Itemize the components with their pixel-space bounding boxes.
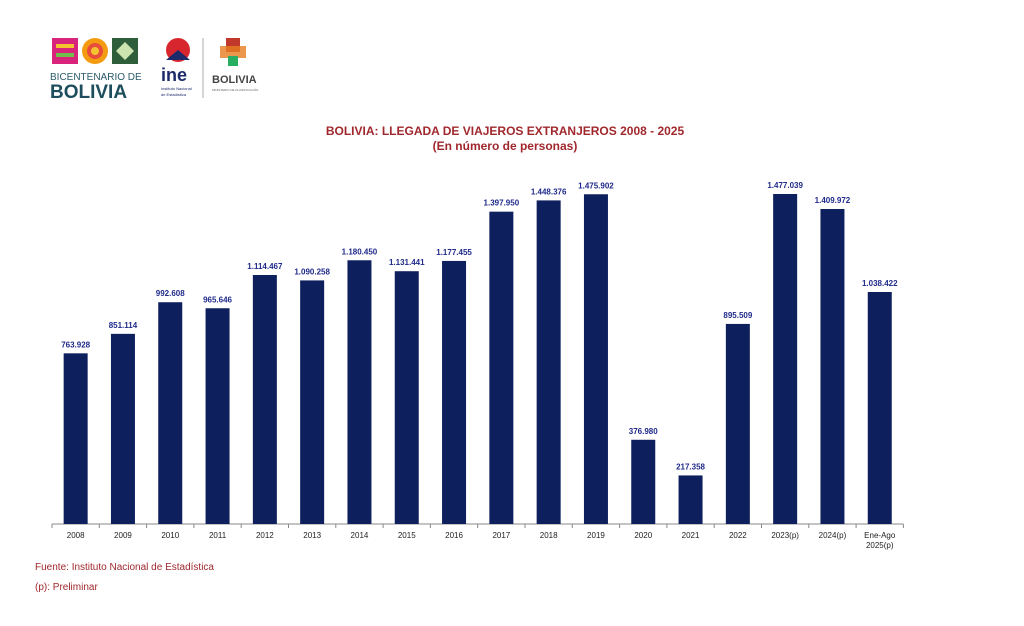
data-label: 1.114.467 [247,262,283,271]
x-tick-label: 2020 [634,531,652,540]
data-label: 1.180.450 [342,247,378,256]
bar [583,194,608,524]
x-tick-label: Ene-Ago [864,531,896,540]
bar [489,211,514,525]
svg-text:BOLIVIA: BOLIVIA [212,74,257,86]
logos: BICENTENARIO DE BOLIVIA ine Instituto Na… [50,38,258,102]
data-label: 851.114 [109,321,138,330]
x-tick-label: 2019 [587,531,605,540]
chart-title: BOLIVIA: LLEGADA DE VIAJEROS EXTRANJEROS… [325,124,685,138]
svg-text:ine: ine [161,65,187,85]
x-tick-label: 2010 [161,531,179,540]
x-tick-label: 2022 [729,531,747,540]
bicentenario-text-1: BICENTENARIO DE [50,72,142,83]
bar [300,280,325,524]
bar [536,200,561,525]
data-label: 1.409.972 [815,196,851,205]
x-tick-label: 2021 [682,531,700,540]
data-label: 1.397.950 [484,199,520,208]
bar [773,194,798,524]
bar [347,260,372,524]
x-tick-label: 2016 [445,531,463,540]
bar [442,260,467,524]
bicentenario-logo: BICENTENARIO DE BOLIVIA [50,38,142,102]
x-tick-label: 2015 [398,531,416,540]
x-tick-label: 2011 [209,531,227,540]
bar [678,475,703,524]
x-tick-label: 2014 [351,531,369,540]
chart-subtitle: (En número de personas) [432,139,578,153]
svg-text:Instituto Nacional: Instituto Nacional [161,86,192,91]
source-note: Fuente: Instituto Nacional de Estadístic… [35,562,214,573]
data-label: 1.477.039 [767,181,803,190]
svg-text:MINISTERIO DE PLANIFICACIÓN: MINISTERIO DE PLANIFICACIÓN [212,87,258,92]
data-label: 763.928 [61,340,90,349]
x-tick-label: 2013 [303,531,321,540]
bicentenario-text-2: BOLIVIA [50,82,127,102]
bar [631,439,656,524]
data-label: 1.131.441 [389,258,425,267]
x-tick-label: 2024(p) [819,531,847,540]
bar [63,353,88,524]
x-tick-label: 2009 [114,531,132,540]
data-label: 217.358 [676,462,705,471]
x-tick-label: 2008 [67,531,85,540]
ministry-logo: BOLIVIA MINISTERIO DE PLANIFICACIÓN [212,38,258,92]
data-label: 1.475.902 [578,181,614,190]
data-label: 992.608 [156,289,185,298]
data-label: 1.448.376 [531,187,567,196]
bar [158,302,183,524]
bar [394,271,419,524]
data-label: 1.038.422 [862,279,898,288]
data-label: 965.646 [203,295,232,304]
preliminary-note: (p): Preliminar [35,582,98,593]
bar [110,333,135,524]
data-label: 1.090.258 [294,267,330,276]
data-label: 376.980 [629,427,658,436]
bar [867,291,892,524]
bar [252,275,277,524]
bar [725,323,750,524]
x-tick-label: 2018 [540,531,558,540]
ine-logo: ine Instituto Nacional de Estadística [161,38,192,97]
data-label: 1.177.455 [436,248,472,257]
data-label: 895.509 [723,311,752,320]
bar [820,208,845,524]
x-tick-label: 2017 [492,531,510,540]
x-tick-label: 2023(p) [771,531,799,540]
bar [205,308,230,524]
svg-text:de Estadística: de Estadística [161,92,187,97]
x-tick-label: 2025(p) [866,541,894,550]
x-tick-label: 2012 [256,531,274,540]
